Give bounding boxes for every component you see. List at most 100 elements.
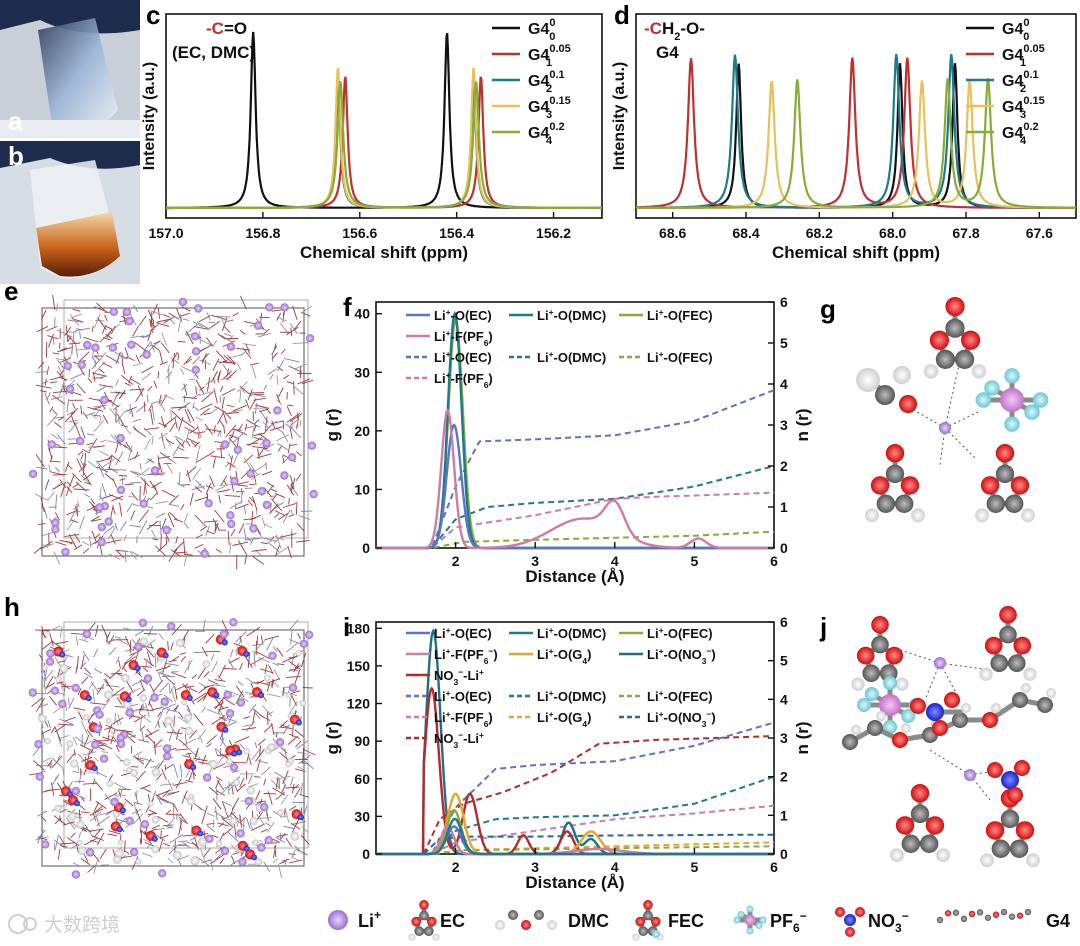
lithium-ion (28, 469, 38, 479)
solvent-bond (249, 462, 259, 476)
y2-tick-label: 5 (780, 653, 788, 669)
solvent-bond (286, 412, 300, 423)
solvent-bond (71, 344, 73, 355)
solvent-bond (68, 698, 75, 709)
solvent-bond (72, 402, 76, 409)
solvent-bond (275, 791, 285, 801)
panel-letter-a: a (8, 106, 23, 136)
solvent-bond (249, 822, 254, 830)
solvent-bond (294, 845, 304, 854)
atom-c (990, 654, 1008, 672)
solvent-bond (146, 520, 159, 530)
atom-o (899, 395, 917, 413)
solvent-bond (48, 447, 53, 459)
solvent-bond (238, 540, 247, 555)
g4-molecules (38, 634, 306, 866)
solvent-bond (207, 450, 215, 457)
solvent-bond (260, 828, 268, 833)
solvent-bond (148, 318, 156, 328)
solvent-bond (114, 636, 121, 639)
solvent-bond (137, 753, 140, 762)
solvent-bond (69, 342, 81, 345)
solvent-bond (290, 484, 299, 497)
solvent-bond (132, 813, 144, 825)
panel-letter-c: c (146, 0, 160, 30)
solvent-bond (299, 419, 302, 427)
solvent-bond (214, 696, 225, 710)
lithium-ion (28, 688, 37, 697)
solvent-bond (122, 365, 126, 374)
solvent-bond (58, 342, 61, 349)
x-tick-label: 68.2 (806, 225, 833, 241)
solvent-bond (52, 409, 58, 415)
solvent-bond (57, 359, 65, 370)
solvent-bond (101, 324, 107, 334)
solvent-bond (166, 790, 180, 796)
solvent-bond (250, 536, 255, 545)
solvent-bond (55, 358, 65, 361)
solvent-bond (214, 522, 219, 534)
solvent-bond (266, 693, 281, 698)
legend-label: Li+-F(PF6) (434, 328, 493, 348)
solvent-bond (229, 649, 234, 658)
atom-h (115, 849, 124, 858)
atom-h (936, 848, 950, 863)
solvent-bond (115, 379, 119, 386)
solvent-bond (132, 503, 140, 507)
group-annotation-sub: G4 (656, 43, 679, 62)
solvent-bond (150, 312, 153, 327)
solvent-bond (239, 386, 246, 394)
solvent-bond (124, 347, 129, 357)
lithium-ion (139, 499, 148, 508)
y2-tick-label: 6 (780, 294, 788, 310)
solvent-bond (242, 343, 256, 347)
solvent-bond (118, 415, 120, 424)
solvent-bond (84, 493, 91, 498)
solvent-bond (88, 368, 91, 378)
solvent-bond (47, 333, 54, 348)
solvent-bond (122, 627, 133, 631)
legend-label-li: Li+ (358, 908, 381, 931)
solvent-bond (40, 380, 49, 385)
solvent-bond (199, 403, 213, 410)
solvent-bond (203, 520, 218, 523)
solvent-bond (194, 837, 199, 851)
solvent-bond (102, 458, 115, 468)
solvent-bond (192, 356, 201, 365)
solvent-bond (83, 672, 93, 679)
solvent-bond (186, 469, 191, 483)
coordination-line (944, 411, 979, 429)
solvent-bond (56, 370, 66, 382)
solvent-bond (161, 768, 167, 780)
solvent-bond (59, 626, 63, 639)
atom-h (1026, 853, 1040, 868)
solvent-bond (86, 412, 96, 417)
solvent-bond (174, 435, 184, 441)
solvent-bond (282, 455, 285, 464)
solvent-bond (271, 420, 276, 430)
lithium-icon (328, 910, 348, 930)
solvent-bond (110, 391, 119, 394)
solvent-bond (154, 545, 166, 556)
solvent-bond (104, 726, 113, 731)
solvent-bond (228, 453, 232, 460)
watermark: 大数跨境 (8, 914, 120, 936)
solvent-bond (292, 783, 295, 794)
solvent-bond (243, 724, 252, 727)
solvent-bond (207, 679, 219, 685)
atom-n (134, 665, 141, 672)
solvent-bond (289, 413, 303, 422)
solvent-bond (269, 495, 277, 498)
solvent-bond (223, 425, 226, 434)
y2-tick-label: 0 (780, 540, 788, 556)
atom-o (944, 692, 960, 708)
solvent-bond (153, 680, 164, 692)
lithium-ion (71, 683, 80, 693)
atom-o (900, 476, 920, 495)
solvent-bond (108, 634, 115, 645)
rdf-curve-6 (376, 817, 774, 856)
legend-label-3: G40.15 3 (528, 95, 571, 121)
solvent-bond (186, 358, 193, 364)
legend-label: Li+-O(G4) (537, 709, 591, 729)
solvent-bond (186, 704, 191, 712)
